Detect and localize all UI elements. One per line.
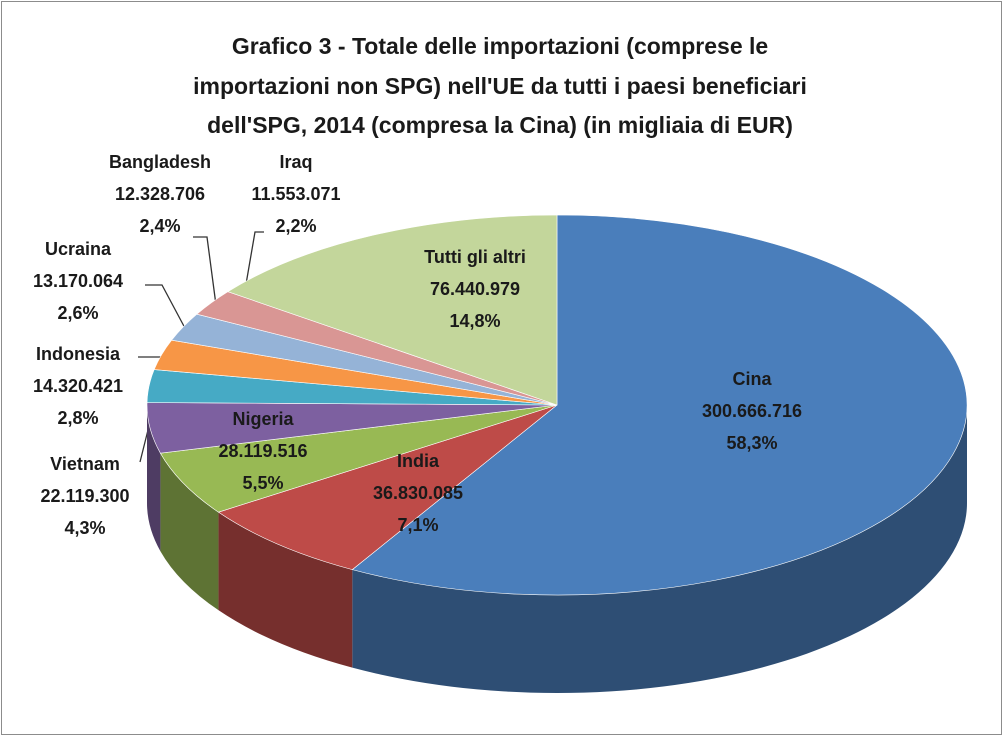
slice [159, 404, 558, 513]
data-label-percent: 58,3% [726, 433, 777, 453]
slice-side [352, 405, 968, 694]
leader-line [139, 429, 149, 463]
data-label-name: Iraq [279, 152, 312, 172]
data-label-value: 11.553.071 [251, 184, 340, 204]
chart-title: Grafico 3 - Totale delle importazioni (c… [232, 33, 768, 59]
data-label-value: 76.440.979 [430, 279, 520, 299]
slice [217, 404, 558, 570]
data-label-value: 13.170.064 [33, 271, 123, 291]
data-label-percent: 7,1% [397, 515, 438, 535]
data-label-name: Ucraina [45, 239, 112, 259]
data-label-value: 12.328.706 [115, 184, 205, 204]
data-label-percent: 5,5% [242, 473, 283, 493]
data-label-name: Cina [732, 369, 772, 389]
data-label-percent: 14,8% [449, 311, 500, 331]
slice [351, 214, 968, 596]
data-label-percent: 2,2% [275, 216, 316, 236]
leader-line [193, 236, 217, 306]
data-label-name: Tutti gli altri [424, 247, 526, 267]
leader-line [145, 284, 187, 331]
data-label-name: Vietnam [50, 454, 120, 474]
leader-lines [138, 231, 264, 463]
pie-sides [147, 405, 968, 694]
leader-line [244, 231, 264, 291]
data-label-percent: 4,3% [64, 518, 105, 538]
data-label-name: Nigeria [232, 409, 294, 429]
data-label-percent: 2,8% [57, 408, 98, 428]
data-label-value: 300.666.716 [702, 401, 802, 421]
data-label-value: 28.119.516 [218, 441, 307, 461]
data-label-name: Bangladesh [109, 152, 211, 172]
slice-side [160, 453, 219, 611]
slice [227, 214, 558, 406]
data-label-value: 36.830.085 [373, 483, 463, 503]
data-label-percent: 2,6% [57, 303, 98, 323]
chart-title: dell'SPG, 2014 (compresa la Cina) (in mi… [207, 112, 793, 138]
data-label-value: 22.119.300 [40, 486, 129, 506]
slice-side [218, 512, 353, 668]
slice-side [147, 405, 161, 552]
data-label-name: India [397, 451, 440, 471]
data-label-percent: 2,4% [139, 216, 180, 236]
data-label-name: Indonesia [36, 344, 121, 364]
pie-tops [146, 214, 968, 596]
chart-title: importazioni non SPG) nell'UE da tutti i… [193, 73, 807, 99]
data-label-value: 14.320.421 [33, 376, 123, 396]
